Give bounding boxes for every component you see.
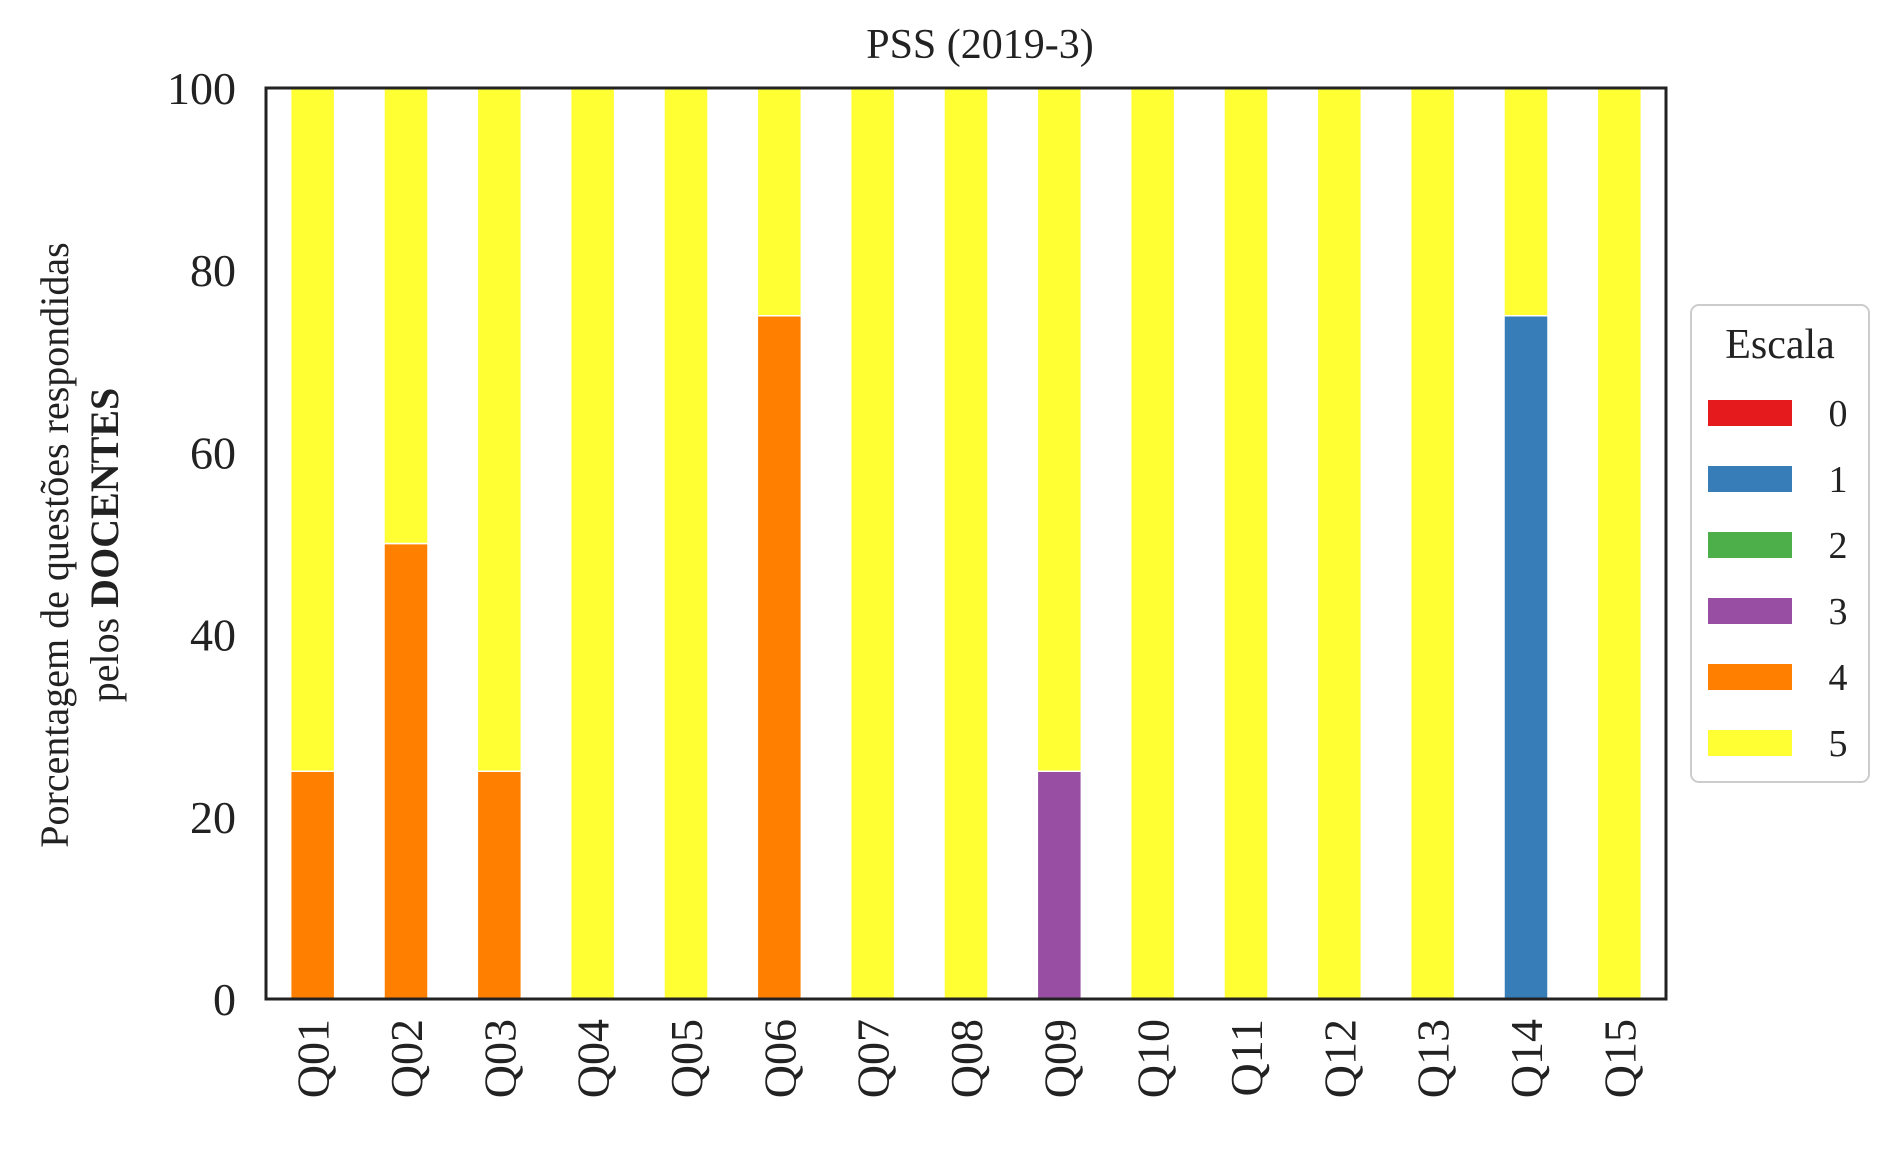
x-tick-label-Q08: Q08 <box>941 1019 992 1098</box>
x-tick-label-Q13: Q13 <box>1408 1019 1459 1098</box>
y-tick-label-60: 60 <box>190 427 236 478</box>
chart-title: PSS (2019-3) <box>866 22 1094 68</box>
bar-Q08-scale-5 <box>943 87 989 1000</box>
x-tick-label-Q02: Q02 <box>381 1019 432 1098</box>
legend-label-3: 3 <box>1829 591 1848 633</box>
y-tick-label-100: 100 <box>167 63 236 114</box>
bar-Q06-scale-4 <box>756 315 803 1000</box>
legend-label-2: 2 <box>1829 525 1848 567</box>
bar-Q03-scale-4 <box>476 770 523 1000</box>
bar-Q04-scale-5 <box>569 87 616 1000</box>
y-axis-label-bold: DOCENTES <box>82 388 127 608</box>
y-axis-label-line1: Porcentagem de questões respondidas <box>32 242 77 847</box>
y-tick-label-20: 20 <box>190 792 236 843</box>
x-tick-label-Q12: Q12 <box>1314 1019 1365 1098</box>
bar-Q02-scale-5 <box>383 87 429 545</box>
x-tick-label-Q09: Q09 <box>1034 1019 1085 1098</box>
x-tick-label-Q04: Q04 <box>568 1019 619 1098</box>
legend-label-5: 5 <box>1829 723 1848 765</box>
y-tick-label-80: 80 <box>190 245 236 296</box>
bar-Q03-scale-5 <box>476 87 523 772</box>
bar-Q14-scale-5 <box>1503 87 1549 317</box>
bar-Q02-scale-4 <box>383 542 429 1000</box>
bar-Q12-scale-5 <box>1316 87 1363 1000</box>
x-tick-label-Q15: Q15 <box>1594 1019 1645 1098</box>
bar-Q09-scale-3 <box>1036 770 1083 1000</box>
x-tick-label-Q01: Q01 <box>288 1019 339 1098</box>
legend-title: Escala <box>1725 322 1835 368</box>
bar-Q11-scale-5 <box>1223 87 1269 1000</box>
legend-label-0: 0 <box>1829 393 1848 435</box>
bar-Q07-scale-5 <box>849 87 896 1000</box>
legend-swatch-4 <box>1708 664 1792 690</box>
x-tick-label-Q06: Q06 <box>754 1019 805 1098</box>
bar-Q10-scale-5 <box>1129 87 1176 1000</box>
bar-Q05-scale-5 <box>663 87 709 1000</box>
legend-label-1: 1 <box>1829 459 1848 501</box>
x-ticks: Q01 Q02 Q03 Q04 Q05 Q06 Q07 Q08 Q09 Q10 Q11 Q12 Q13 Q… <box>288 1019 1646 1098</box>
x-tick-label-Q11: Q11 <box>1221 1019 1272 1097</box>
legend-swatch-5 <box>1708 730 1792 756</box>
bar-Q14-scale-1 <box>1503 315 1549 1000</box>
y-ticks: 0 20 40 60 80 100 <box>167 63 236 1025</box>
y-tick-label-40: 40 <box>190 610 236 661</box>
x-tick-label-Q05: Q05 <box>661 1019 712 1098</box>
legend-swatch-2 <box>1708 532 1792 558</box>
x-tick-label-Q07: Q07 <box>848 1019 899 1098</box>
bar-Q06-scale-5 <box>756 87 803 317</box>
legend-items: 0 1 2 3 4 5 <box>1708 393 1848 765</box>
x-tick-label-Q03: Q03 <box>474 1019 525 1098</box>
bar-Q01-scale-4 <box>289 770 336 1000</box>
bar-Q01-scale-5 <box>289 87 336 772</box>
legend: Escala 0 1 2 3 4 5 <box>1690 304 1870 783</box>
legend-swatch-1 <box>1708 466 1792 492</box>
plot-frame <box>264 86 1668 1001</box>
bar-Q09-scale-5 <box>1036 87 1083 772</box>
legend-swatch-0 <box>1708 400 1792 426</box>
y-axis-label-prefix: pelos <box>82 608 127 702</box>
x-tick-label-Q14: Q14 <box>1501 1019 1552 1098</box>
x-tick-label-Q10: Q10 <box>1128 1019 1179 1098</box>
legend-label-4: 4 <box>1829 657 1848 699</box>
y-axis-label: Porcentagem de questões respondidas pelo… <box>32 242 127 847</box>
y-axis-label-line2: pelos DOCENTES <box>82 388 127 703</box>
y-tick-label-0: 0 <box>213 974 236 1025</box>
bar-Q15-scale-5 <box>1596 87 1643 1000</box>
bars <box>289 87 1643 1000</box>
legend-swatch-3 <box>1708 598 1792 624</box>
bar-Q13-scale-5 <box>1409 87 1456 1000</box>
